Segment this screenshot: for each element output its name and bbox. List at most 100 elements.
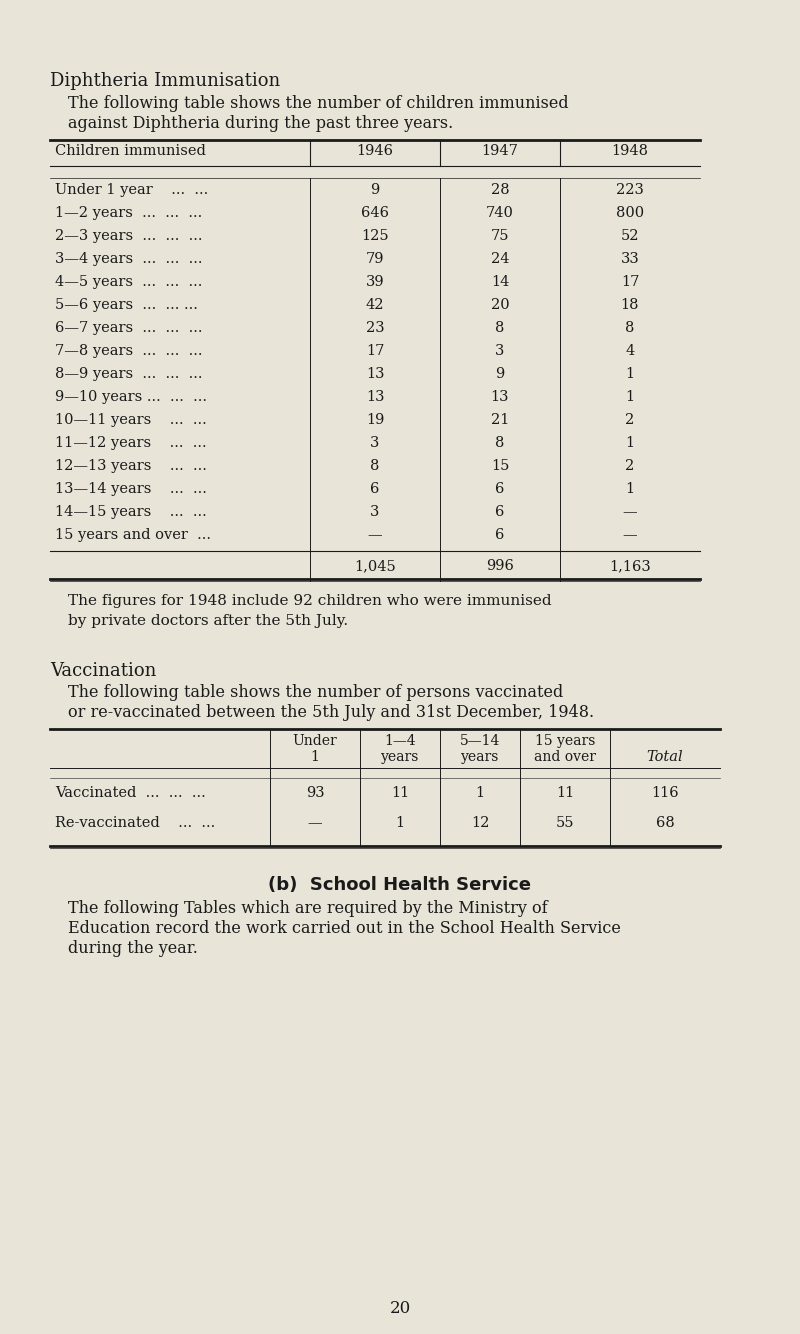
Text: —: —	[368, 528, 382, 542]
Text: 8: 8	[495, 321, 505, 335]
Text: 8: 8	[626, 321, 634, 335]
Text: 740: 740	[486, 205, 514, 220]
Text: 8: 8	[495, 436, 505, 450]
Text: during the year.: during the year.	[68, 940, 198, 956]
Text: 2—3 years  ...  ...  ...: 2—3 years ... ... ...	[55, 229, 202, 243]
Text: 3: 3	[370, 436, 380, 450]
Text: 1,163: 1,163	[609, 559, 651, 574]
Text: 79: 79	[366, 252, 384, 265]
Text: Total: Total	[646, 750, 683, 764]
Text: 996: 996	[486, 559, 514, 574]
Text: 11: 11	[391, 786, 409, 800]
Text: 13: 13	[366, 367, 384, 382]
Text: 4: 4	[626, 344, 634, 358]
Text: 15: 15	[491, 459, 509, 474]
Text: 5—14: 5—14	[460, 734, 500, 748]
Text: 5—6 years  ...  ... ...: 5—6 years ... ... ...	[55, 297, 198, 312]
Text: 1—2 years  ...  ...  ...: 1—2 years ... ... ...	[55, 205, 202, 220]
Text: The figures for 1948 include 92 children who were immunised: The figures for 1948 include 92 children…	[68, 594, 552, 608]
Text: 18: 18	[621, 297, 639, 312]
Text: 24: 24	[490, 252, 510, 265]
Text: 14: 14	[491, 275, 509, 289]
Text: against Diphtheria during the past three years.: against Diphtheria during the past three…	[68, 115, 454, 132]
Text: 125: 125	[361, 229, 389, 243]
Text: 20: 20	[490, 297, 510, 312]
Text: 11—12 years    ...  ...: 11—12 years ... ...	[55, 436, 206, 450]
Text: Re-vaccinated    ...  ...: Re-vaccinated ... ...	[55, 816, 215, 830]
Text: 1946: 1946	[357, 144, 394, 157]
Text: 1: 1	[626, 367, 634, 382]
Text: The following table shows the number of children immunised: The following table shows the number of …	[68, 95, 569, 112]
Text: 223: 223	[616, 183, 644, 197]
Text: 6: 6	[370, 482, 380, 496]
Text: 52: 52	[621, 229, 639, 243]
Text: 14—15 years    ...  ...: 14—15 years ... ...	[55, 506, 206, 519]
Text: 15 years and over  ...: 15 years and over ...	[55, 528, 211, 542]
Text: 12: 12	[471, 816, 489, 830]
Text: 23: 23	[366, 321, 384, 335]
Text: 1: 1	[475, 786, 485, 800]
Text: The following table shows the number of persons vaccinated: The following table shows the number of …	[68, 684, 563, 700]
Text: 21: 21	[491, 414, 509, 427]
Text: 75: 75	[490, 229, 510, 243]
Text: 3—4 years  ...  ...  ...: 3—4 years ... ... ...	[55, 252, 202, 265]
Text: 9—10 years ...  ...  ...: 9—10 years ... ... ...	[55, 390, 207, 404]
Text: 1948: 1948	[611, 144, 649, 157]
Text: 3: 3	[495, 344, 505, 358]
Text: —: —	[308, 816, 322, 830]
Text: 20: 20	[390, 1301, 410, 1317]
Text: 6—7 years  ...  ...  ...: 6—7 years ... ... ...	[55, 321, 202, 335]
Text: 1: 1	[395, 816, 405, 830]
Text: and over: and over	[534, 750, 596, 764]
Text: 3: 3	[370, 506, 380, 519]
Text: 800: 800	[616, 205, 644, 220]
Text: 2: 2	[626, 414, 634, 427]
Text: Children immunised: Children immunised	[55, 144, 206, 157]
Text: 93: 93	[306, 786, 324, 800]
Text: 1: 1	[626, 390, 634, 404]
Text: 116: 116	[651, 786, 679, 800]
Text: 9: 9	[370, 183, 380, 197]
Text: 1947: 1947	[482, 144, 518, 157]
Text: years: years	[381, 750, 419, 764]
Text: 17: 17	[366, 344, 384, 358]
Text: 11: 11	[556, 786, 574, 800]
Text: 13—14 years    ...  ...: 13—14 years ... ...	[55, 482, 207, 496]
Text: 42: 42	[366, 297, 384, 312]
Text: 6: 6	[495, 506, 505, 519]
Text: 6: 6	[495, 528, 505, 542]
Text: 13: 13	[366, 390, 384, 404]
Text: —: —	[622, 528, 638, 542]
Text: 55: 55	[556, 816, 574, 830]
Text: Under 1 year    ...  ...: Under 1 year ... ...	[55, 183, 208, 197]
Text: Vaccinated  ...  ...  ...: Vaccinated ... ... ...	[55, 786, 206, 800]
Text: 33: 33	[621, 252, 639, 265]
Text: 646: 646	[361, 205, 389, 220]
Text: 8—9 years  ...  ...  ...: 8—9 years ... ... ...	[55, 367, 202, 382]
Text: or re-vaccinated between the 5th July and 31st December, 1948.: or re-vaccinated between the 5th July an…	[68, 704, 594, 720]
Text: 8: 8	[370, 459, 380, 474]
Text: 39: 39	[366, 275, 384, 289]
Text: 15 years: 15 years	[535, 734, 595, 748]
Text: (b)  School Health Service: (b) School Health Service	[269, 876, 531, 894]
Text: 1,045: 1,045	[354, 559, 396, 574]
Text: 2: 2	[626, 459, 634, 474]
Text: 10—11 years    ...  ...: 10—11 years ... ...	[55, 414, 206, 427]
Text: 9: 9	[495, 367, 505, 382]
Text: 17: 17	[621, 275, 639, 289]
Text: years: years	[461, 750, 499, 764]
Text: Vaccination: Vaccination	[50, 662, 156, 680]
Text: Under: Under	[293, 734, 338, 748]
Text: Diphtheria Immunisation: Diphtheria Immunisation	[50, 72, 280, 89]
Text: 19: 19	[366, 414, 384, 427]
Text: 7—8 years  ...  ...  ...: 7—8 years ... ... ...	[55, 344, 202, 358]
Text: 6: 6	[495, 482, 505, 496]
Text: 1—4: 1—4	[384, 734, 416, 748]
Text: Education record the work carried out in the School Health Service: Education record the work carried out in…	[68, 920, 621, 936]
Text: 1: 1	[626, 482, 634, 496]
Text: —: —	[622, 506, 638, 519]
Text: The following Tables which are required by the Ministry of: The following Tables which are required …	[68, 900, 548, 916]
Text: 4—5 years  ...  ...  ...: 4—5 years ... ... ...	[55, 275, 202, 289]
Text: 1: 1	[310, 750, 319, 764]
Text: 28: 28	[490, 183, 510, 197]
